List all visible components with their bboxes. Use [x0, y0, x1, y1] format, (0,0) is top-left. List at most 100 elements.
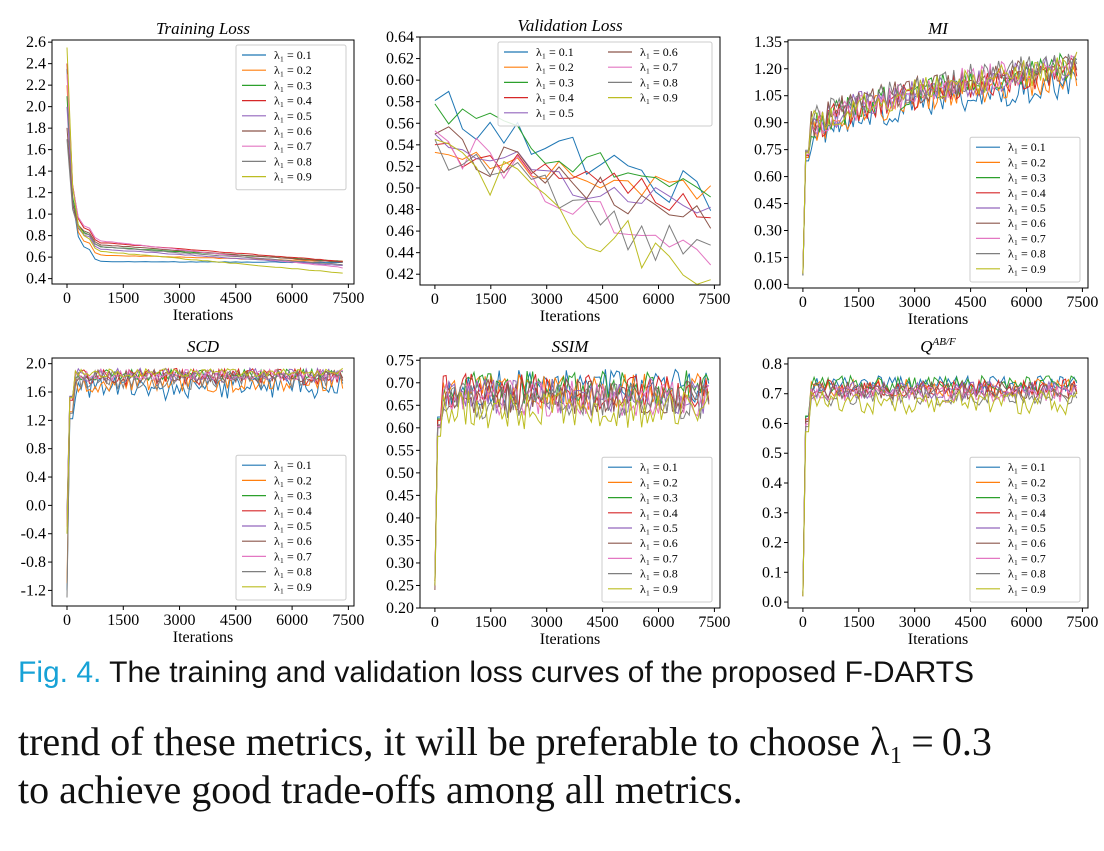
legend: λ₁ = 0.1λ₁ = 0.2 λ₁ = 0.3λ₁ = 0.4λ₁ = 0.5… — [969, 136, 1081, 283]
y-tick-label: -0.8 — [21, 554, 46, 571]
chart-panel-4: SCD 0 1500 3000 4500 6000 7500 -1.2 -0.8 -0.4 0.0 0… — [21, 337, 365, 646]
legend-entry: λ₁ = 0.6 — [640, 45, 678, 59]
x-tick-label: 3000 — [531, 614, 563, 631]
y-tick-label: 1.20 — [754, 61, 782, 78]
legend-box — [497, 41, 713, 127]
legend-entry: λ₁ = 0.5 — [640, 521, 678, 535]
legend-entry: λ₁ = 0.2 — [1008, 155, 1046, 169]
legend-entry: λ₁ = 0.1 — [274, 458, 312, 472]
x-tick-label: 6000 — [1011, 294, 1043, 311]
x-tick-label: 4500 — [220, 612, 252, 629]
y-tick-label: 0.6 — [762, 415, 782, 432]
x-tick-label: 7500 — [1066, 614, 1098, 631]
paragraph-text: trend of these metrics, it will be prefe… — [18, 718, 1098, 814]
y-tick-label: 0.1 — [762, 564, 782, 581]
x-tick-label: 0 — [63, 290, 71, 307]
y-tick-label: 0.8 — [26, 228, 46, 245]
figure-caption-text: The training and validation loss curves … — [109, 656, 975, 689]
y-tick-label: 0.46 — [386, 223, 414, 240]
y-tick-label: 0.0 — [26, 497, 46, 514]
x-tick-label: 3000 — [164, 290, 196, 307]
plot-frame — [787, 39, 1089, 289]
chart-panel-3: MI 0 1500 3000 4500 6000 7500 0.00 0.15 0.30 0.45 0… — [754, 19, 1098, 328]
x-tick-label: 1500 — [843, 614, 875, 631]
series-line-3 — [434, 103, 711, 198]
legend-entry: λ₁ = 0.3 — [1008, 491, 1046, 505]
y-tick-label: 0.8 — [26, 441, 46, 458]
y-tick-label: 0.54 — [386, 137, 414, 154]
series-line-5 — [434, 133, 711, 214]
y-tick-label: 2.0 — [26, 99, 46, 116]
legend-entry: λ₁ = 0.6 — [1008, 216, 1046, 230]
legend-entry: λ₁ = 0.3 — [274, 489, 312, 503]
x-tick-label: 6000 — [1011, 614, 1043, 631]
y-tick-label: 0.90 — [754, 115, 782, 132]
legend-entry: λ₁ = 0.3 — [640, 491, 678, 505]
legend-entry: λ₁ = 0.5 — [1008, 521, 1046, 535]
y-tick-label: 0.60 — [386, 420, 414, 437]
y-tick-label: 1.8 — [26, 120, 46, 137]
chart-title: QAB/F — [920, 336, 956, 356]
y-tick-label: 0.44 — [386, 245, 414, 262]
y-tick-label: 0.70 — [386, 375, 414, 392]
y-tick-label: -0.4 — [21, 526, 46, 543]
legend-entry: λ₁ = 0.7 — [640, 551, 678, 565]
y-tick-label: 0.62 — [386, 51, 414, 68]
y-tick-label: 0.0 — [762, 594, 782, 611]
x-tick-label: 1500 — [107, 612, 139, 629]
x-axis-label: Iterations — [908, 311, 968, 328]
legend-entry: λ₁ = 0.8 — [274, 565, 312, 579]
legend-entry: λ₁ = 0.4 — [274, 504, 312, 518]
y-tick-label: 0.45 — [386, 487, 414, 504]
legend-entry: λ₁ = 0.7 — [274, 139, 312, 153]
chart-title: MI — [927, 19, 949, 38]
y-tick-label: 0.30 — [386, 555, 414, 572]
chart-panel-5: SSIM 0 1500 3000 4500 6000 7500 0.20 0.25 0.30 0.3… — [386, 337, 730, 648]
x-tick-label: 6000 — [643, 614, 675, 631]
y-tick-label: 0.25 — [386, 577, 414, 594]
x-tick-label: 0 — [799, 294, 807, 311]
y-tick-label: 0.65 — [386, 397, 414, 414]
legend-entry: λ₁ = 0.2 — [536, 60, 574, 74]
y-tick-label: 2.6 — [26, 34, 46, 51]
legend-entry: λ₁ = 0.2 — [640, 475, 678, 489]
x-tick-label: 7500 — [698, 291, 730, 308]
legend-box — [235, 454, 347, 601]
legend-entry: λ₁ = 0.6 — [1008, 536, 1046, 550]
legend-entry: λ₁ = 0.4 — [1008, 506, 1046, 520]
legend-entry: λ₁ = 0.5 — [274, 109, 312, 123]
y-tick-label: 0.55 — [386, 442, 414, 459]
y-tick-label: 0.4 — [26, 271, 46, 288]
figure-caption-label: Fig. 4. — [18, 656, 102, 689]
x-tick-label: 0 — [799, 614, 807, 631]
x-tick-label: 3000 — [531, 291, 563, 308]
x-tick-label: 7500 — [698, 614, 730, 631]
legend-entry: λ₁ = 0.3 — [536, 75, 574, 89]
y-tick-label: 0.50 — [386, 465, 414, 482]
x-tick-label: 1500 — [475, 291, 507, 308]
y-tick-label: 0.58 — [386, 94, 414, 111]
legend-box — [969, 136, 1081, 283]
y-tick-label: 0.4 — [762, 475, 782, 492]
y-tick-label: 0.30 — [754, 222, 782, 239]
chart-panel-1: Training Loss 0 1500 3000 4500 6000 7500 0.4 0.6… — [26, 19, 364, 324]
series-line-7 — [802, 384, 1078, 597]
legend-entry: λ₁ = 0.9 — [274, 170, 312, 184]
legend-entry: λ₁ = 0.2 — [274, 63, 312, 77]
series-line-9 — [66, 367, 344, 534]
series-line-2 — [66, 85, 343, 262]
y-tick-label: 2.2 — [26, 77, 46, 94]
x-tick-label: 0 — [431, 614, 439, 631]
figure-caption: Fig. 4. The training and validation loss… — [18, 656, 974, 690]
y-tick-label: 0.20 — [386, 600, 414, 617]
legend-entry: λ₁ = 0.2 — [274, 473, 312, 487]
y-tick-label: 1.35 — [754, 34, 782, 51]
y-tick-label: 0.64 — [386, 29, 414, 46]
x-tick-label: 4500 — [587, 291, 619, 308]
y-tick-label: 0.5 — [762, 445, 782, 462]
y-tick-label: 0.60 — [386, 72, 414, 89]
legend-entry: λ₁ = 0.2 — [1008, 475, 1046, 489]
legend-entry: λ₁ = 0.7 — [1008, 551, 1046, 565]
x-tick-label: 1500 — [843, 294, 875, 311]
y-tick-label: 0.75 — [754, 142, 782, 159]
